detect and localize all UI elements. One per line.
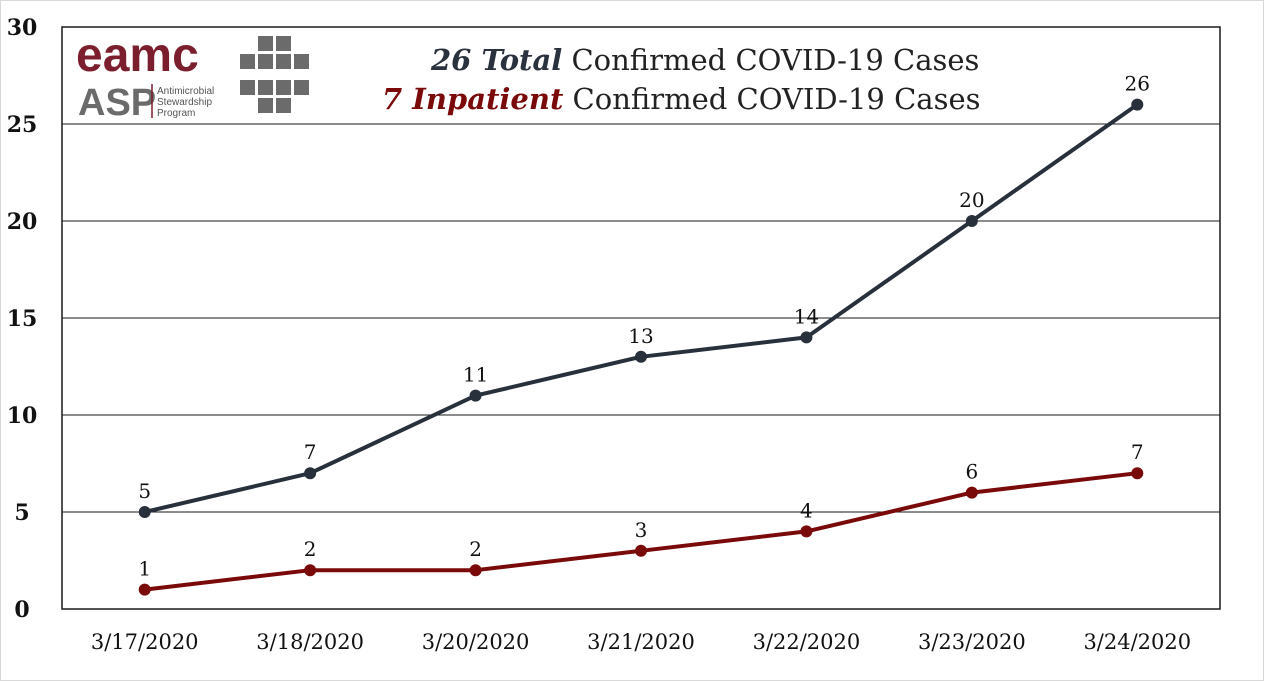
logo-desc-line-2: Stewardship bbox=[157, 97, 212, 108]
title-line-2-emphasis: 7 Inpatient bbox=[382, 82, 564, 116]
data-point bbox=[635, 544, 647, 557]
y-tick-label: 0 bbox=[14, 597, 29, 623]
x-tick-label: 3/20/2020 bbox=[422, 630, 530, 654]
y-tick-label: 5 bbox=[14, 500, 29, 526]
x-tick-label: 3/18/2020 bbox=[256, 630, 364, 654]
logo-mark-square bbox=[294, 80, 309, 95]
title-line-1: 26 Total Confirmed COVID-19 Cases bbox=[430, 43, 979, 77]
data-point bbox=[800, 331, 813, 344]
data-point bbox=[469, 564, 482, 577]
data-label: 7 bbox=[1131, 440, 1144, 464]
series-line bbox=[142, 102, 1140, 514]
title-line-1-emphasis: 26 Total bbox=[430, 43, 562, 77]
logo-program-text: ASP bbox=[78, 82, 156, 124]
logo-mark-square bbox=[258, 80, 273, 95]
data-label: 26 bbox=[1125, 72, 1150, 96]
logo-desc-line-1: Antimicrobial bbox=[157, 86, 214, 97]
gridlines bbox=[61, 26, 1221, 610]
data-point bbox=[800, 525, 813, 538]
y-tick-label: 30 bbox=[7, 15, 38, 41]
series-1: 5 7 11 13 14 20 26 bbox=[138, 72, 1150, 518]
logo-desc-line-3: Program bbox=[157, 108, 195, 119]
series-group: 5 7 11 13 14 20 26 1 2 2 3 4 6 7 bbox=[138, 72, 1150, 596]
y-tick-label: 10 bbox=[7, 403, 38, 429]
logo-mark-square bbox=[276, 54, 291, 69]
data-point bbox=[1131, 467, 1144, 480]
logo-mark-square bbox=[240, 80, 255, 95]
logo-mark-square bbox=[294, 54, 309, 69]
logo-mark-square bbox=[276, 80, 291, 95]
x-tick-label: 3/21/2020 bbox=[587, 630, 695, 654]
x-tick-label: 3/23/2020 bbox=[918, 630, 1026, 654]
x-axis-ticks: 3/17/2020 3/18/2020 3/20/2020 3/21/2020 3/22… bbox=[91, 630, 1191, 654]
eamc-asp-logo: eamc ASP Antimicrobial Stewardship Progr… bbox=[76, 29, 309, 124]
x-tick-label: 3/17/2020 bbox=[91, 630, 199, 654]
logo-mark-square bbox=[276, 98, 291, 113]
data-label: 3 bbox=[635, 518, 648, 542]
data-point bbox=[138, 506, 151, 518]
series-2: 1 2 2 3 4 6 7 bbox=[138, 440, 1144, 596]
data-label: 14 bbox=[794, 304, 819, 328]
logo-mark-square bbox=[240, 54, 255, 69]
logo-mark-square bbox=[276, 36, 291, 51]
y-tick-label: 20 bbox=[7, 209, 38, 235]
logo-mark-square bbox=[258, 36, 273, 51]
y-axis-ticks: 0 5 10 15 20 25 30 bbox=[7, 15, 38, 623]
data-point bbox=[965, 486, 978, 499]
cross-grid-icon bbox=[240, 36, 309, 113]
logo-brand-text: eamc bbox=[76, 29, 199, 82]
data-label: 7 bbox=[304, 440, 317, 464]
title-line-1-rest: Confirmed COVID-19 Cases bbox=[562, 43, 979, 77]
title-line-2: 7 Inpatient Confirmed COVID-19 Cases bbox=[382, 82, 981, 116]
data-point bbox=[635, 350, 647, 363]
data-point bbox=[304, 564, 317, 577]
data-point bbox=[304, 467, 317, 480]
data-label: 5 bbox=[138, 479, 151, 503]
data-label: 4 bbox=[800, 498, 813, 522]
data-point bbox=[469, 389, 482, 402]
x-tick-label: 3/22/2020 bbox=[753, 630, 861, 654]
data-label: 2 bbox=[469, 537, 482, 561]
x-tick-label: 3/24/2020 bbox=[1083, 630, 1191, 654]
y-tick-label: 15 bbox=[7, 306, 38, 332]
data-label: 11 bbox=[463, 363, 488, 387]
data-label: 6 bbox=[965, 460, 978, 484]
data-label: 2 bbox=[304, 537, 317, 561]
y-tick-label: 25 bbox=[7, 112, 38, 138]
logo-mark-square bbox=[258, 54, 273, 69]
data-point bbox=[1131, 98, 1144, 111]
logo-mark-square bbox=[258, 98, 273, 113]
data-point bbox=[138, 583, 151, 596]
data-label: 13 bbox=[628, 324, 653, 348]
data-label: 20 bbox=[959, 188, 984, 212]
data-point bbox=[965, 215, 978, 227]
title-line-2-rest: Confirmed COVID-19 Cases bbox=[563, 82, 980, 116]
data-label: 1 bbox=[138, 557, 151, 581]
